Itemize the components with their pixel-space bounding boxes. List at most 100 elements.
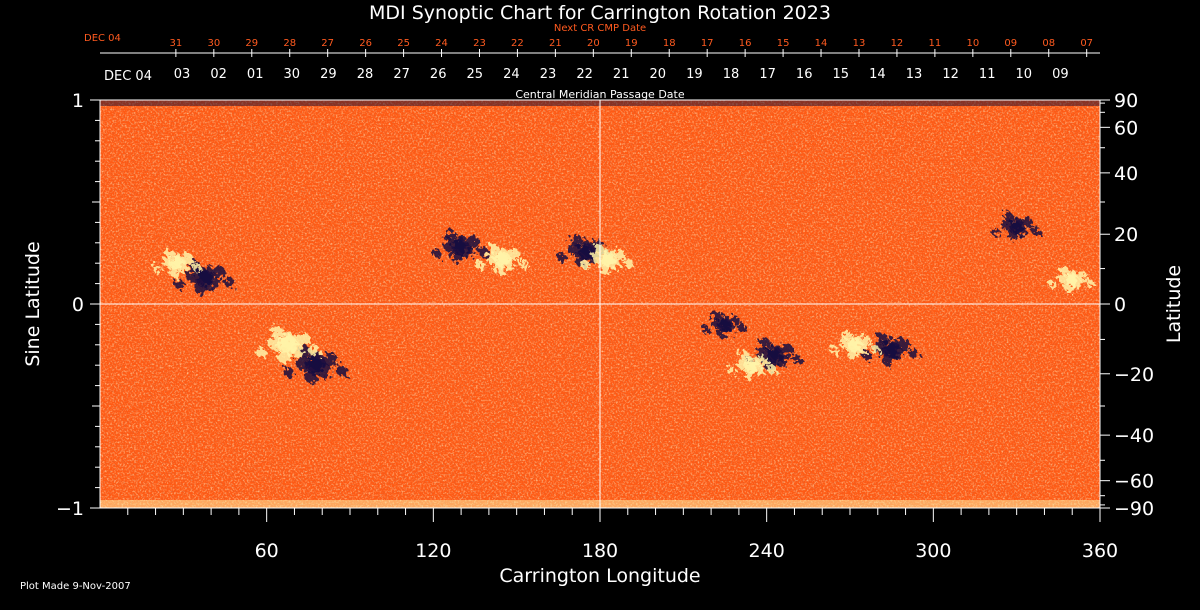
lat-tick-label: 20 xyxy=(1114,224,1138,246)
region-blotch-negative xyxy=(862,350,872,360)
cmp-label: Central Meridian Passage Date xyxy=(515,88,684,101)
next-cr-date: 27 xyxy=(321,38,334,49)
cmp-date: 01 xyxy=(247,67,264,82)
cmp-date: 22 xyxy=(576,67,593,82)
y-tick-label: 1 xyxy=(72,90,84,112)
cmp-date: 21 xyxy=(613,67,630,82)
region-blotch-positive xyxy=(168,267,179,278)
cmp-date: 03 xyxy=(174,67,191,82)
region-blotch-positive xyxy=(183,253,194,265)
region-blotch-positive xyxy=(842,330,853,340)
region-blotch-positive xyxy=(727,366,736,375)
region-blotch-negative xyxy=(710,318,721,329)
y-axis-label: Sine Latitude xyxy=(22,241,44,366)
next-cr-ticks xyxy=(175,49,1088,57)
region-blotch-negative xyxy=(738,323,747,333)
region-blotch-negative xyxy=(759,338,771,350)
next-cr-date: 29 xyxy=(245,38,258,49)
region-blotch-negative xyxy=(716,328,727,338)
region-blotch-negative xyxy=(1007,230,1018,241)
region-blotch-positive xyxy=(830,346,839,355)
cmp-date: 26 xyxy=(430,67,447,82)
region-blotch-positive xyxy=(839,338,852,350)
cmp-date: 24 xyxy=(503,67,520,82)
region-blotch-positive xyxy=(624,258,634,269)
region-blotch-negative xyxy=(431,248,442,258)
next-cr-date: 09 xyxy=(1004,38,1017,49)
latitude-axis-label: Latitude xyxy=(1163,265,1185,343)
plot-made-note: Plot Made 9-Nov-2007 xyxy=(20,581,131,592)
cmp-date: 02 xyxy=(210,67,227,82)
region-blotch-positive xyxy=(854,342,867,355)
region-blotch-negative xyxy=(556,252,567,263)
region-blotch-positive xyxy=(1048,280,1057,289)
next-cr-date: 19 xyxy=(625,38,638,49)
lat-tick-label: −40 xyxy=(1114,425,1154,447)
region-blotch-positive xyxy=(287,342,303,358)
region-blotch-positive xyxy=(1060,266,1070,276)
cmp-date: 23 xyxy=(540,67,557,82)
next-cr-date: 24 xyxy=(435,38,448,49)
region-blotch-negative xyxy=(890,346,904,360)
region-blotch-negative xyxy=(305,370,318,384)
next-cr-date: 13 xyxy=(853,38,866,49)
region-blotch-negative xyxy=(1031,226,1041,236)
cmp-date: 11 xyxy=(979,67,996,82)
cmp-date: 12 xyxy=(942,67,959,82)
region-blotch-negative xyxy=(792,354,803,365)
region-blotch-positive xyxy=(1085,279,1095,288)
region-blotch-positive xyxy=(501,256,515,270)
region-blotch-negative xyxy=(315,362,331,378)
cmp-date: 15 xyxy=(833,67,850,82)
region-blotch-negative xyxy=(701,325,710,334)
region-blotch-positive xyxy=(1057,273,1069,284)
region-blotch-positive xyxy=(255,346,267,358)
region-blotch-positive xyxy=(751,363,764,375)
region-blotch-negative xyxy=(1022,216,1033,228)
region-blotch-positive xyxy=(1063,283,1074,293)
lat-tick-label: 90 xyxy=(1114,90,1138,112)
region-blotch-negative xyxy=(571,234,582,246)
region-blotch-positive xyxy=(743,369,754,380)
region-blotch-positive xyxy=(1077,270,1087,281)
region-blotch-positive xyxy=(594,243,605,254)
next-cr-date: 11 xyxy=(929,38,942,49)
x-tick-label: 240 xyxy=(749,540,785,562)
next-cr-date: 18 xyxy=(663,38,676,49)
region-blotch-negative xyxy=(908,348,920,359)
cmp-date: 28 xyxy=(357,67,374,82)
region-blotch-negative xyxy=(712,310,722,320)
region-blotch-negative xyxy=(729,315,740,326)
region-blotch-positive xyxy=(739,350,750,361)
next-cr-date: 08 xyxy=(1042,38,1055,49)
region-blotch-negative xyxy=(212,265,226,279)
lat-tick-label: 60 xyxy=(1114,117,1138,139)
region-blotch-positive xyxy=(518,258,529,269)
next-cr-date: 25 xyxy=(397,38,410,49)
region-blotch-negative xyxy=(450,251,463,264)
region-blotch-positive xyxy=(737,358,749,370)
next-cr-date: 12 xyxy=(891,38,904,49)
region-blotch-negative xyxy=(781,343,794,357)
region-blotch-negative xyxy=(174,279,185,290)
cmp-date: 29 xyxy=(320,67,337,82)
x-tick-label: 60 xyxy=(255,540,279,562)
cmp-date: 17 xyxy=(759,67,776,82)
next-cr-date: 14 xyxy=(815,38,828,49)
next-cr-label: Next CR CMP Date xyxy=(554,23,646,34)
x-tick-label: 300 xyxy=(915,540,951,562)
cmp-date: 20 xyxy=(650,67,667,82)
region-blotch-positive xyxy=(152,264,161,273)
region-blotch-negative xyxy=(991,227,1000,237)
x-tick-label: 360 xyxy=(1082,540,1118,562)
region-blotch-negative xyxy=(283,367,294,378)
next-cr-date: 17 xyxy=(701,38,714,49)
region-blotch-positive xyxy=(485,251,498,264)
region-blotch-negative xyxy=(459,244,474,258)
region-blotch-negative xyxy=(478,246,489,257)
region-blotch-positive xyxy=(308,344,320,356)
region-blotch-negative xyxy=(467,235,480,249)
lat-tick-label: −90 xyxy=(1114,498,1154,520)
region-blotch-positive xyxy=(598,263,610,275)
y-tick-label: 0 xyxy=(72,294,84,316)
